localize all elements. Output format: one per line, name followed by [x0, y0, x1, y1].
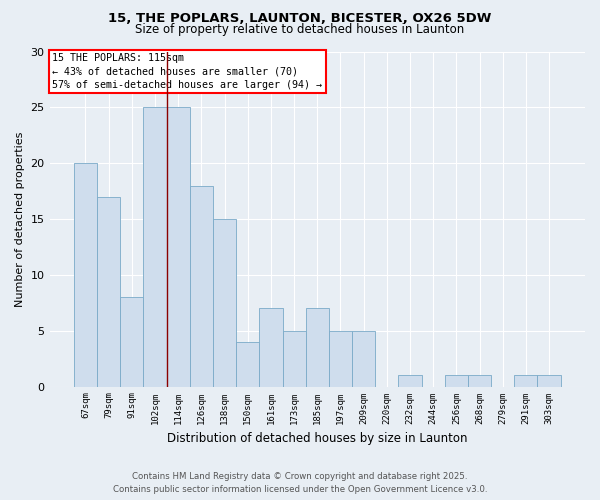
X-axis label: Distribution of detached houses by size in Launton: Distribution of detached houses by size …	[167, 432, 467, 445]
Bar	[143, 108, 167, 386]
Bar	[468, 376, 491, 386]
Bar	[352, 330, 375, 386]
Bar	[514, 376, 538, 386]
Bar	[236, 342, 259, 386]
Bar	[190, 186, 213, 386]
Y-axis label: Number of detached properties: Number of detached properties	[15, 132, 25, 306]
Bar	[259, 308, 283, 386]
Text: Contains HM Land Registry data © Crown copyright and database right 2025.
Contai: Contains HM Land Registry data © Crown c…	[113, 472, 487, 494]
Bar	[167, 108, 190, 386]
Bar	[120, 297, 143, 386]
Bar	[538, 376, 560, 386]
Bar	[398, 376, 422, 386]
Text: 15, THE POPLARS, LAUNTON, BICESTER, OX26 5DW: 15, THE POPLARS, LAUNTON, BICESTER, OX26…	[109, 12, 491, 26]
Text: Size of property relative to detached houses in Launton: Size of property relative to detached ho…	[136, 22, 464, 36]
Bar	[74, 163, 97, 386]
Bar	[213, 219, 236, 386]
Bar	[97, 196, 120, 386]
Bar	[305, 308, 329, 386]
Bar	[329, 330, 352, 386]
Bar	[445, 376, 468, 386]
Text: 15 THE POPLARS: 115sqm
← 43% of detached houses are smaller (70)
57% of semi-det: 15 THE POPLARS: 115sqm ← 43% of detached…	[52, 53, 322, 90]
Bar	[283, 330, 305, 386]
